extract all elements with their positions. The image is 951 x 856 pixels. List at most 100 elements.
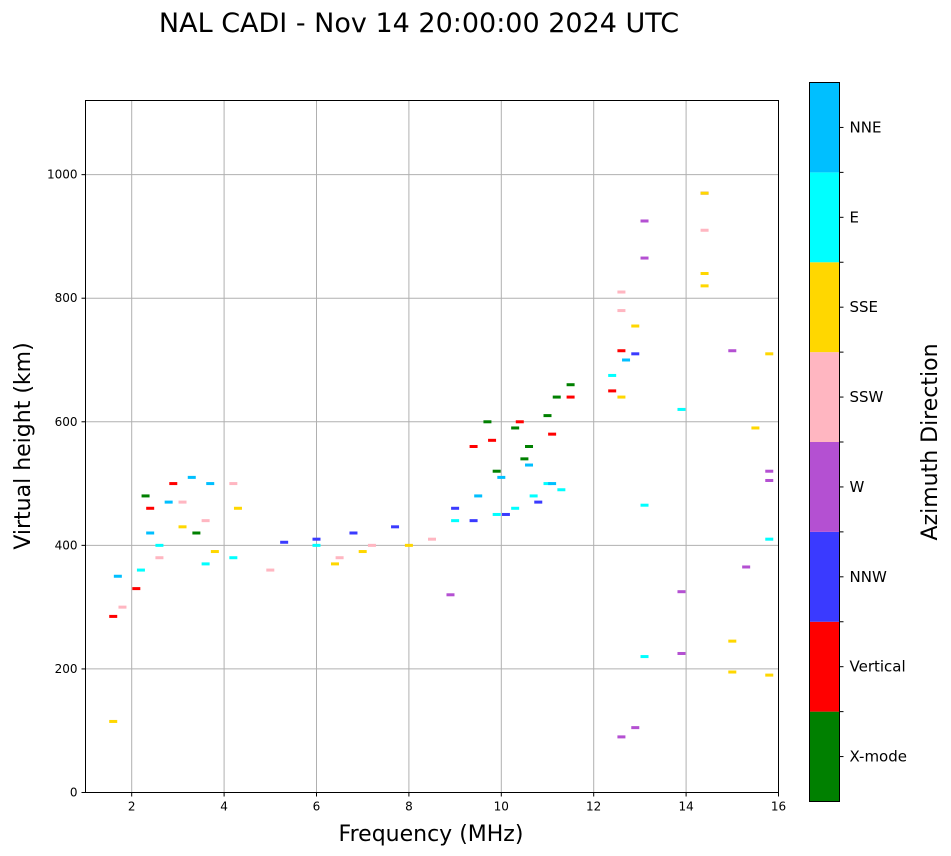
x-tick-label: 12 [586, 800, 601, 814]
y-tick-label: 600 [55, 415, 78, 429]
data-point-x-mode [566, 383, 575, 387]
data-point-sse [233, 506, 242, 510]
colorbar-swatch-x-mode [809, 711, 840, 802]
data-point-x-mode [483, 420, 492, 424]
data-point-sse [700, 284, 709, 288]
data-point-e [557, 488, 566, 492]
data-point-e [451, 519, 460, 523]
data-point-ssw [118, 605, 127, 609]
data-point-nne [206, 482, 215, 486]
y-axis-label: Virtual height (km) [11, 342, 36, 549]
data-point-e [765, 537, 774, 541]
data-point-sse [358, 550, 367, 554]
colorbar-swatch-w [809, 442, 840, 532]
colorbar-label-w: W [850, 478, 865, 496]
y-tick-label: 400 [55, 538, 78, 552]
colorbar-frame [809, 82, 840, 802]
data-point-vertical [488, 438, 497, 442]
y-tick-label: 200 [55, 662, 78, 676]
data-point-e [155, 543, 164, 547]
data-point-w [446, 593, 455, 597]
data-point-e [492, 512, 501, 516]
colorbar-label-nnw: NNW [850, 568, 887, 586]
data-point-sse [765, 352, 774, 356]
data-point-nne [497, 475, 506, 479]
data-point-x-mode [552, 395, 561, 399]
data-point-w [677, 590, 686, 594]
data-point-nnw [469, 519, 478, 523]
data-point-e [312, 543, 321, 547]
plot-area [85, 100, 779, 793]
data-point-e [229, 556, 238, 560]
data-point-ssw [700, 228, 709, 232]
data-point-nnw [631, 352, 640, 356]
data-point-sse [210, 550, 219, 554]
colorbar-label-x-mode: X-mode [850, 748, 907, 766]
colorbar-label-vertical: Vertical [850, 658, 906, 676]
data-point-vertical [566, 395, 575, 399]
data-point-ssw [367, 543, 376, 547]
data-point-nne [113, 574, 122, 578]
data-point-sse [404, 543, 413, 547]
data-point-e [608, 373, 617, 377]
data-point-vertical [515, 420, 524, 424]
data-point-nnw [391, 525, 400, 529]
data-point-nne [146, 531, 155, 535]
x-tick-label: 8 [405, 800, 413, 814]
data-points [109, 191, 774, 739]
data-point-sse [109, 719, 118, 723]
y-axis-ticks: 0 200 400 600 800 1000 [47, 168, 86, 800]
data-point-nne [164, 500, 173, 504]
grid [85, 100, 779, 793]
data-point-x-mode [543, 414, 552, 418]
data-point-e [136, 568, 145, 572]
data-point-e [529, 494, 538, 498]
data-point-w [640, 256, 649, 260]
colorbar-swatch-vertical [809, 621, 840, 712]
data-point-e [640, 503, 649, 507]
data-point-sse [728, 670, 737, 674]
data-point-nnw [534, 500, 543, 504]
data-point-sse [330, 562, 339, 566]
colorbar-swatch-sse [809, 262, 840, 353]
colorbar: X-mode Vertical NNW W SSW SSE E NNE [809, 82, 907, 802]
data-point-vertical [132, 587, 141, 591]
data-point-vertical [608, 389, 617, 393]
y-tick-label: 800 [55, 291, 78, 305]
colorbar-label-sse: SSE [850, 298, 879, 316]
data-point-w [742, 565, 751, 569]
data-point-ssw [178, 500, 187, 504]
data-point-nne [525, 463, 534, 467]
x-axis-ticks: 2 4 6 8 10 12 14 16 [128, 792, 786, 814]
data-point-x-mode [141, 494, 150, 498]
x-axis-label: Frequency (MHz) [339, 822, 524, 847]
colorbar-label-ssw: SSW [850, 388, 884, 406]
data-point-nnw [312, 537, 321, 541]
colorbar-swatch-nnw [809, 531, 840, 622]
data-point-sse [631, 324, 640, 328]
data-point-sse [700, 191, 709, 195]
colorbar-label-nne: NNE [850, 118, 882, 136]
y-tick-label: 0 [70, 786, 78, 800]
data-point-ssw [155, 556, 164, 560]
data-point-ssw [201, 519, 210, 523]
data-point-sse [751, 426, 760, 430]
data-point-sse [728, 639, 737, 643]
data-point-sse [617, 395, 626, 399]
data-point-vertical [617, 349, 626, 353]
data-point-vertical [146, 506, 155, 510]
data-point-x-mode [192, 531, 201, 535]
x-tick-label: 14 [678, 800, 693, 814]
data-point-x-mode [525, 445, 534, 448]
data-point-ssw [229, 482, 238, 486]
x-tick-label: 6 [313, 800, 321, 814]
data-point-w [765, 469, 774, 473]
data-point-ssw [428, 537, 436, 541]
data-point-w [617, 735, 626, 739]
data-point-ssw [266, 568, 275, 572]
data-point-ssw [617, 290, 626, 294]
y-tick-label: 1000 [47, 168, 78, 182]
colorbar-label-e: E [850, 208, 859, 226]
data-point-ssw [617, 309, 626, 313]
